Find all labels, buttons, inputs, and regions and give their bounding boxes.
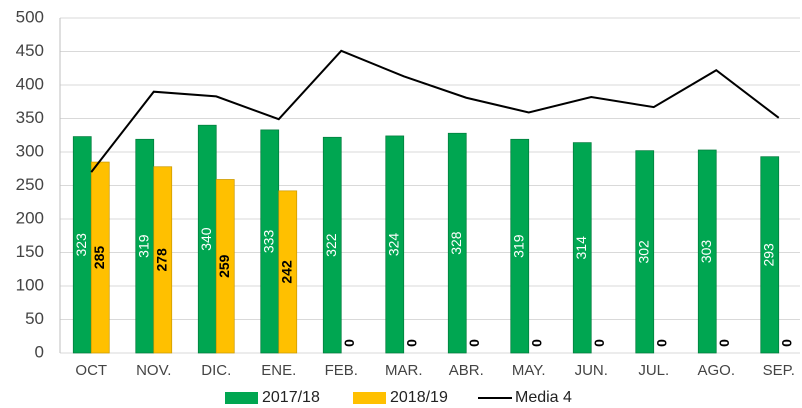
data-label: 0: [778, 339, 794, 347]
y-tick-label: 400: [16, 74, 44, 93]
x-tick-label: ABR.: [449, 362, 484, 379]
bar: [322, 136, 342, 354]
y-tick-label: 350: [16, 108, 44, 127]
bar: [635, 150, 655, 354]
y-tick-label: 100: [16, 275, 44, 294]
bar: [510, 138, 530, 354]
data-label: 242: [278, 260, 294, 284]
data-label: 319: [135, 234, 151, 258]
bar: [278, 190, 298, 354]
data-label: 0: [466, 339, 482, 347]
data-label: 0: [716, 339, 732, 347]
y-tick-label: 250: [16, 175, 44, 194]
data-label: 328: [448, 231, 464, 255]
x-tick-label: DIC.: [201, 362, 231, 379]
x-tick-label: MAR.: [385, 362, 423, 379]
x-tick-label: ENE.: [261, 362, 296, 379]
y-tick-label: 500: [16, 7, 44, 26]
data-label: 278: [153, 248, 169, 272]
line: [90, 49, 780, 173]
x-tick-label: MAY.: [512, 362, 546, 379]
data-label: 333: [260, 230, 276, 254]
x-tick-label: JUN.: [575, 362, 608, 379]
data-label: 259: [216, 254, 232, 278]
data-label: 0: [403, 339, 419, 347]
data-label: 303: [698, 240, 714, 264]
y-tick-label: 450: [16, 41, 44, 60]
y-tick-label: 300: [16, 141, 44, 160]
data-label: 319: [510, 234, 526, 258]
bar: [385, 135, 405, 354]
data-label: 322: [323, 233, 339, 257]
legend-swatch: [225, 392, 258, 404]
data-label: 314: [573, 236, 589, 260]
bar: [697, 149, 717, 354]
bar: [572, 142, 592, 354]
data-label: 0: [653, 339, 669, 347]
bar: [153, 166, 173, 354]
y-tick-label: 150: [16, 242, 44, 261]
data-label: 0: [528, 339, 544, 347]
y-tick-label: 50: [25, 309, 44, 328]
bar: [760, 156, 780, 354]
data-label: 323: [73, 233, 89, 257]
data-label: 324: [385, 233, 401, 257]
bar: [447, 132, 467, 354]
y-tick-label: 200: [16, 208, 44, 227]
x-tick-label: AGO.: [697, 362, 735, 379]
legend-swatch: [353, 392, 386, 404]
data-label: 340: [198, 227, 214, 251]
legend-label: 2017/18: [262, 389, 320, 406]
bar: [215, 179, 235, 354]
x-tick-label: JUL.: [638, 362, 669, 379]
legend-label: 2018/19: [390, 389, 448, 406]
data-label: 0: [591, 339, 607, 347]
data-label: 302: [635, 240, 651, 264]
x-tick-label: NOV.: [136, 362, 171, 379]
x-tick-label: SEP.: [763, 362, 795, 379]
data-label: 285: [91, 246, 107, 270]
x-tick-label: FEB.: [325, 362, 358, 379]
y-tick-label: 0: [35, 342, 44, 361]
data-label: 293: [760, 243, 776, 267]
data-label: 0: [341, 339, 357, 347]
x-tick-label: OCT: [75, 362, 107, 379]
legend-label: Media 4: [515, 389, 572, 406]
